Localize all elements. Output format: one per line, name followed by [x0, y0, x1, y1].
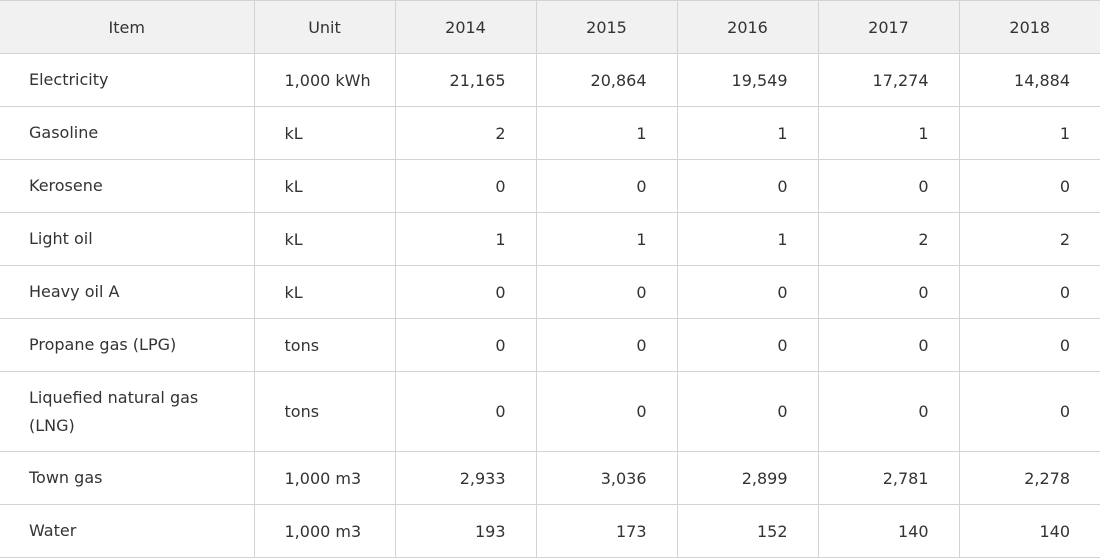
row-value: 19,549	[676, 53, 819, 107]
row-value: 0	[535, 371, 678, 452]
row-value: 0	[817, 318, 960, 372]
header-year-2015: 2015	[535, 0, 678, 54]
row-unit: 1,000 m3	[253, 504, 396, 558]
table-row: Gasoline kL 2 1 1 1 1	[0, 106, 1100, 160]
row-value: 20,864	[535, 53, 678, 107]
row-value: 0	[676, 371, 819, 452]
row-value: 0	[958, 159, 1100, 213]
row-unit: 1,000 kWh	[253, 53, 396, 107]
row-value: 0	[676, 318, 819, 372]
row-unit: kL	[253, 159, 396, 213]
row-value: 0	[958, 371, 1100, 452]
row-unit: kL	[253, 265, 396, 319]
row-value: 0	[958, 318, 1100, 372]
header-year-2016: 2016	[676, 0, 819, 54]
row-item-label: Light oil	[0, 212, 255, 266]
header-row: Item Unit 2014 2015 2016 2017 2018	[0, 0, 1100, 54]
row-value: 2,278	[958, 451, 1100, 505]
row-unit: tons	[253, 371, 396, 452]
row-value: 152	[676, 504, 819, 558]
row-value: 1	[535, 106, 678, 160]
header-year-2017: 2017	[817, 0, 960, 54]
table-row: Heavy oil A kL 0 0 0 0 0	[0, 265, 1100, 319]
table-row: Water 1,000 m3 193 173 152 140 140	[0, 504, 1100, 558]
row-value: 0	[394, 265, 537, 319]
row-value: 193	[394, 504, 537, 558]
table-row: Electricity 1,000 kWh 21,165 20,864 19,5…	[0, 53, 1100, 107]
header-unit: Unit	[253, 0, 396, 54]
row-item-label: Electricity	[0, 53, 255, 107]
row-value: 1	[817, 106, 960, 160]
row-item-label: Propane gas (LPG)	[0, 318, 255, 372]
row-value: 1	[676, 212, 819, 266]
row-value: 0	[676, 265, 819, 319]
row-value: 0	[535, 159, 678, 213]
row-value: 1	[394, 212, 537, 266]
row-value: 140	[817, 504, 960, 558]
row-value: 0	[958, 265, 1100, 319]
row-value: 0	[817, 159, 960, 213]
row-value: 2,899	[676, 451, 819, 505]
row-value: 0	[535, 318, 678, 372]
row-value: 140	[958, 504, 1100, 558]
header-item: Item	[0, 0, 255, 54]
row-value: 0	[535, 265, 678, 319]
table-row: Light oil kL 1 1 1 2 2	[0, 212, 1100, 266]
row-value: 3,036	[535, 451, 678, 505]
row-value: 2,933	[394, 451, 537, 505]
row-value: 14,884	[958, 53, 1100, 107]
table-row: Propane gas (LPG) tons 0 0 0 0 0	[0, 318, 1100, 372]
row-value: 0	[394, 318, 537, 372]
row-value: 0	[817, 371, 960, 452]
header-year-2018: 2018	[958, 0, 1100, 54]
row-value: 2	[817, 212, 960, 266]
row-value: 173	[535, 504, 678, 558]
table-row: Town gas 1,000 m3 2,933 3,036 2,899 2,78…	[0, 451, 1100, 505]
row-value: 2,781	[817, 451, 960, 505]
row-value: 0	[817, 265, 960, 319]
row-unit: 1,000 m3	[253, 451, 396, 505]
row-value: 1	[676, 106, 819, 160]
row-item-label: Town gas	[0, 451, 255, 505]
table-row: Kerosene kL 0 0 0 0 0	[0, 159, 1100, 213]
row-item-label: Liquefied natural gas (LNG)	[0, 371, 255, 452]
table-row: Liquefied natural gas (LNG) tons 0 0 0 0…	[0, 371, 1100, 452]
row-value: 17,274	[817, 53, 960, 107]
row-item-label: Kerosene	[0, 159, 255, 213]
row-value: 0	[394, 159, 537, 213]
row-value: 2	[394, 106, 537, 160]
row-unit: kL	[253, 212, 396, 266]
row-item-label: Heavy oil A	[0, 265, 255, 319]
row-value: 1	[958, 106, 1100, 160]
row-value: 21,165	[394, 53, 537, 107]
header-year-2014: 2014	[394, 0, 537, 54]
row-value: 1	[535, 212, 678, 266]
row-item-label: Water	[0, 504, 255, 558]
row-unit: tons	[253, 318, 396, 372]
row-value: 0	[394, 371, 537, 452]
row-unit: kL	[253, 106, 396, 160]
row-value: 2	[958, 212, 1100, 266]
row-value: 0	[676, 159, 819, 213]
row-item-label: Gasoline	[0, 106, 255, 160]
